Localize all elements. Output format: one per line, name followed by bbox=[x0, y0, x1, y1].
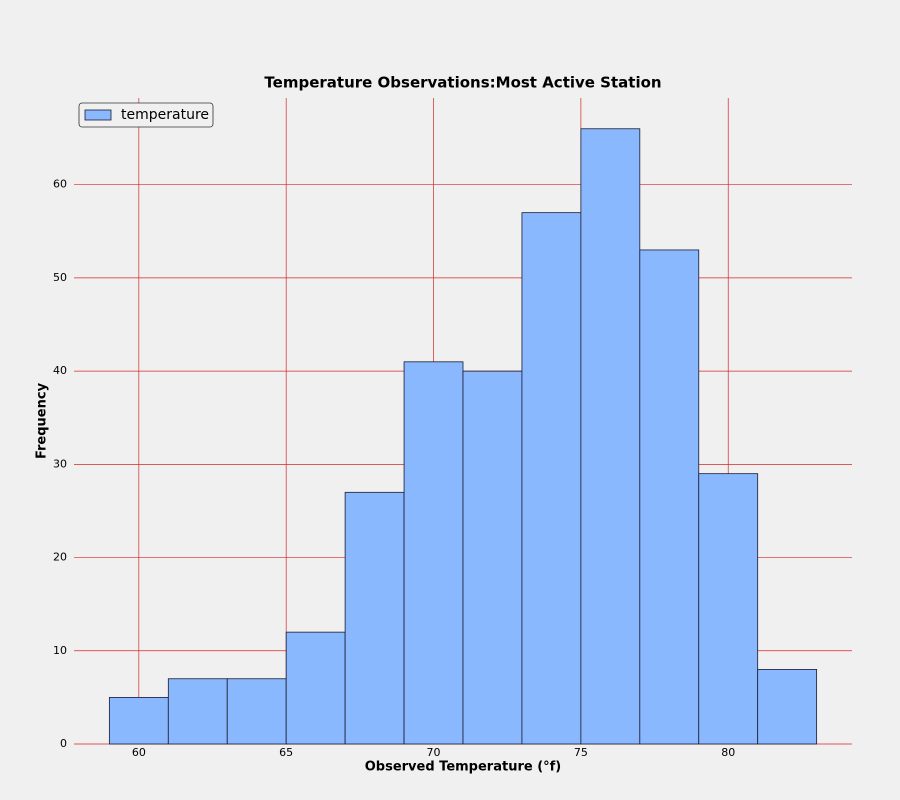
bar bbox=[757, 669, 818, 745]
bar bbox=[462, 370, 523, 745]
bar bbox=[344, 491, 405, 745]
bar bbox=[698, 473, 759, 745]
y-tick-label: 30 bbox=[53, 457, 67, 470]
x-tick-label: 80 bbox=[721, 746, 735, 759]
x-tick-label: 65 bbox=[279, 746, 293, 759]
x-tick-label: 75 bbox=[574, 746, 588, 759]
y-tick-label: 40 bbox=[53, 364, 67, 377]
bar bbox=[167, 678, 228, 745]
legend-swatch bbox=[84, 109, 112, 121]
bar bbox=[108, 696, 169, 745]
chart-title: Temperature Observations:Most Active Sta… bbox=[264, 74, 661, 92]
y-tick-label: 0 bbox=[60, 737, 67, 750]
bar bbox=[403, 361, 464, 745]
y-tick-label: 20 bbox=[53, 551, 67, 564]
y-axis-label: Frequency bbox=[35, 382, 50, 459]
x-tick-label: 60 bbox=[132, 746, 146, 759]
bar bbox=[580, 128, 641, 745]
legend: temperature bbox=[78, 102, 214, 128]
y-tick-label: 50 bbox=[53, 271, 67, 284]
x-axis-label: Observed Temperature (°f) bbox=[365, 760, 562, 775]
bar bbox=[639, 249, 700, 745]
bar bbox=[226, 678, 287, 745]
legend-label: temperature bbox=[121, 107, 209, 123]
y-tick-label: 60 bbox=[53, 178, 67, 191]
x-tick-label: 70 bbox=[427, 746, 441, 759]
y-tick-label: 10 bbox=[53, 644, 67, 657]
legend-box bbox=[78, 102, 214, 128]
bar bbox=[521, 212, 582, 745]
bar bbox=[285, 631, 346, 745]
